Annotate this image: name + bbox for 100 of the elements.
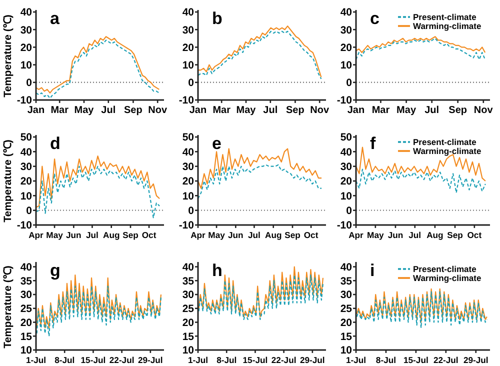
y-tick-label: 30 [20, 161, 32, 174]
chart-title: g [50, 261, 60, 280]
x-tick-label: Mar [212, 105, 231, 116]
x-tick-label: 22-Jul [109, 355, 134, 365]
x-tick-label: Jun [228, 230, 244, 240]
y-tick-label: 20 [20, 316, 32, 329]
y-tick-label: 35 [340, 275, 352, 288]
y-tick-label: 40 [182, 6, 194, 19]
x-tick-label: 15-Jul [242, 355, 268, 365]
y-tick-label: 10 [340, 190, 352, 202]
y-tick-label: 40 [340, 6, 352, 19]
x-tick-label: May [74, 105, 94, 116]
x-tick-label: May [236, 105, 256, 116]
x-tick-label: May [396, 105, 416, 116]
x-tick-label: 29-Jul [300, 355, 325, 365]
x-tick-label: Mar [372, 105, 390, 116]
x-tick-label: Sep [286, 105, 304, 116]
x-tick-label: May [208, 230, 226, 240]
x-tick-label: Sep [124, 105, 142, 116]
chart-title: c [370, 9, 380, 28]
x-tick-label: 8-Jul [216, 355, 237, 365]
y-tick-label: 20 [340, 42, 352, 54]
x-tick-label: Jul [86, 230, 98, 240]
y-tick-label: 0 [188, 205, 194, 218]
x-tick-label: Sep [448, 105, 467, 116]
y-tick-label: 10 [182, 59, 194, 72]
legend-label: Warming-climate [413, 146, 482, 156]
legend-label: Present-climate [413, 264, 477, 274]
y-tick-label: -10 [336, 94, 352, 107]
y-tick-label: 25 [340, 303, 352, 316]
y-tick-label: 30 [340, 24, 352, 36]
x-tick-label: Apr [348, 230, 364, 240]
y-tick-label: 40 [182, 261, 194, 274]
y-tick-label: 25 [20, 303, 32, 316]
y-tick-label: -10 [16, 220, 32, 232]
chart-title: b [212, 9, 222, 28]
x-tick-label: Mar [50, 105, 69, 116]
chart-title: i [370, 261, 375, 280]
legend-label: Warming-climate [413, 273, 482, 283]
chart-title: d [50, 134, 60, 153]
y-tick-label: 30 [20, 24, 32, 36]
x-tick-label: Sep [447, 230, 463, 240]
x-tick-label: Apr [28, 230, 44, 240]
y-tick-label: 10 [182, 190, 194, 202]
x-tick-label: Jan [189, 105, 207, 116]
y-tick-label: 50 [340, 132, 352, 144]
chart-title: a [50, 9, 60, 28]
y-tick-label: 20 [182, 42, 194, 54]
x-tick-label: 8-Jul [54, 355, 75, 365]
y-tick-label: -10 [178, 220, 194, 232]
x-tick-label: Nov [148, 105, 168, 116]
y-tick-label: -10 [336, 220, 352, 232]
y-tick-label: 10 [340, 344, 352, 357]
y-tick-label: 20 [340, 176, 352, 188]
y-tick-label: 40 [20, 146, 32, 158]
x-tick-label: Jun [388, 230, 404, 240]
y-tick-label: 40 [340, 261, 352, 274]
chart-title: h [212, 261, 222, 280]
y-tick-label: 25 [182, 303, 194, 316]
y-tick-label: 50 [182, 132, 194, 144]
x-tick-label: Oct [467, 230, 482, 240]
y-tick-label: 20 [20, 176, 32, 188]
y-axis-title: Temperature (℃) [2, 266, 14, 348]
x-tick-label: 1-Jul [188, 355, 208, 365]
x-tick-label: Jul [424, 105, 440, 116]
x-tick-label: 29-Jul [463, 355, 488, 365]
x-tick-label: 1-Jul [26, 355, 46, 365]
y-tick-label: 0 [26, 77, 32, 90]
y-tick-label: 40 [20, 6, 32, 19]
y-tick-label: 10 [182, 344, 194, 357]
legend-label: Present-climate [413, 137, 477, 147]
y-tick-label: 40 [20, 261, 32, 274]
x-tick-label: May [46, 230, 64, 240]
x-tick-label: May [367, 230, 384, 240]
x-tick-label: Jul [408, 230, 422, 240]
x-tick-label: Nov [474, 105, 494, 116]
chart-title: f [370, 134, 376, 153]
y-tick-label: 30 [340, 289, 352, 302]
y-tick-label: 10 [20, 344, 32, 357]
x-tick-label: 8-Jul [376, 355, 396, 365]
y-tick-label: 35 [182, 275, 194, 288]
y-tick-label: 10 [340, 59, 352, 72]
y-tick-label: -10 [178, 94, 194, 107]
y-tick-label: 30 [182, 24, 194, 36]
y-tick-label: 15 [182, 330, 194, 343]
y-tick-label: 30 [182, 161, 194, 174]
x-tick-label: Sep [284, 230, 300, 240]
x-tick-label: Oct [304, 230, 318, 240]
y-tick-label: 30 [182, 289, 194, 302]
x-tick-label: Oct [142, 230, 156, 240]
y-tick-label: 40 [340, 146, 352, 158]
y-tick-label: 0 [346, 77, 352, 90]
x-tick-label: Aug [264, 230, 282, 240]
x-tick-label: Apr [190, 230, 206, 240]
y-tick-label: 15 [20, 330, 32, 343]
y-tick-label: 10 [20, 190, 32, 202]
x-tick-label: Aug [426, 230, 444, 240]
y-tick-label: 20 [340, 316, 352, 329]
y-axis-title: Temperature (℃) [2, 14, 14, 98]
y-tick-label: 50 [20, 132, 32, 144]
